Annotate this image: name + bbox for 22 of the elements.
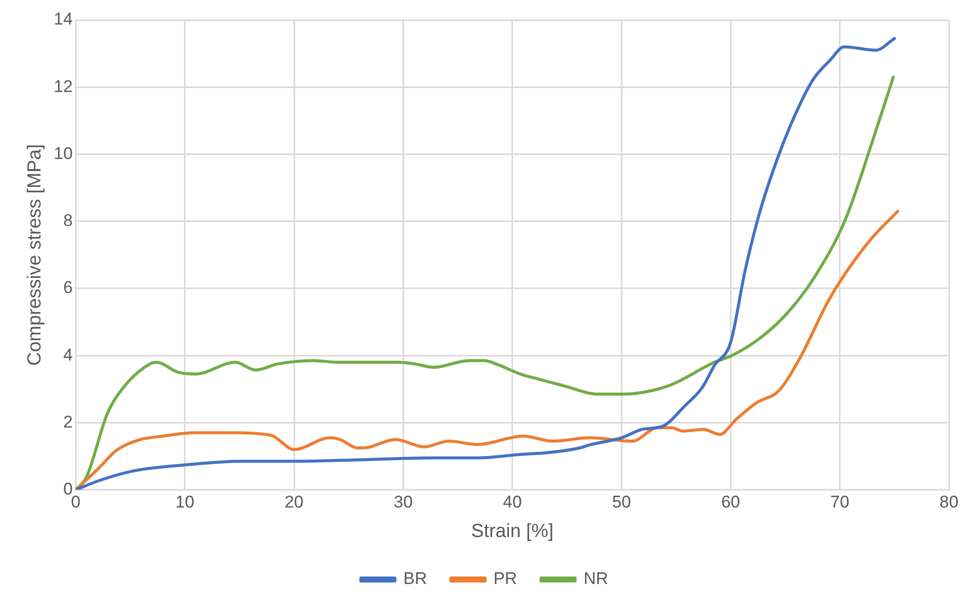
y-tick-label: 4 [63,345,73,364]
y-tick-label: 8 [63,211,73,230]
x-tick-label: 50 [612,492,631,512]
x-tick-label: 10 [175,492,194,512]
x-tick-label: 40 [502,492,522,512]
y-tick-label: 10 [54,144,73,163]
y-axis-title: Compressive stress [MPa] [24,144,46,366]
legend-label: BR [403,569,427,588]
x-tick-label: 30 [394,492,413,512]
x-tick-label: 70 [830,492,850,512]
x-tick-label: 60 [721,492,740,512]
y-tick-label: 6 [63,278,73,298]
x-tick-label: 80 [940,492,958,512]
y-tick-label: 14 [54,10,73,29]
legend-label: NR [584,569,608,588]
legend-label: PR [493,569,518,588]
x-axis-title: Strain [%] [471,520,554,542]
x-tick-label: 20 [284,492,304,512]
line-series [76,210,900,490]
y-tick-label: 0 [63,479,73,498]
y-tick-label: 2 [63,412,73,432]
y-tick-label: 12 [54,76,73,96]
